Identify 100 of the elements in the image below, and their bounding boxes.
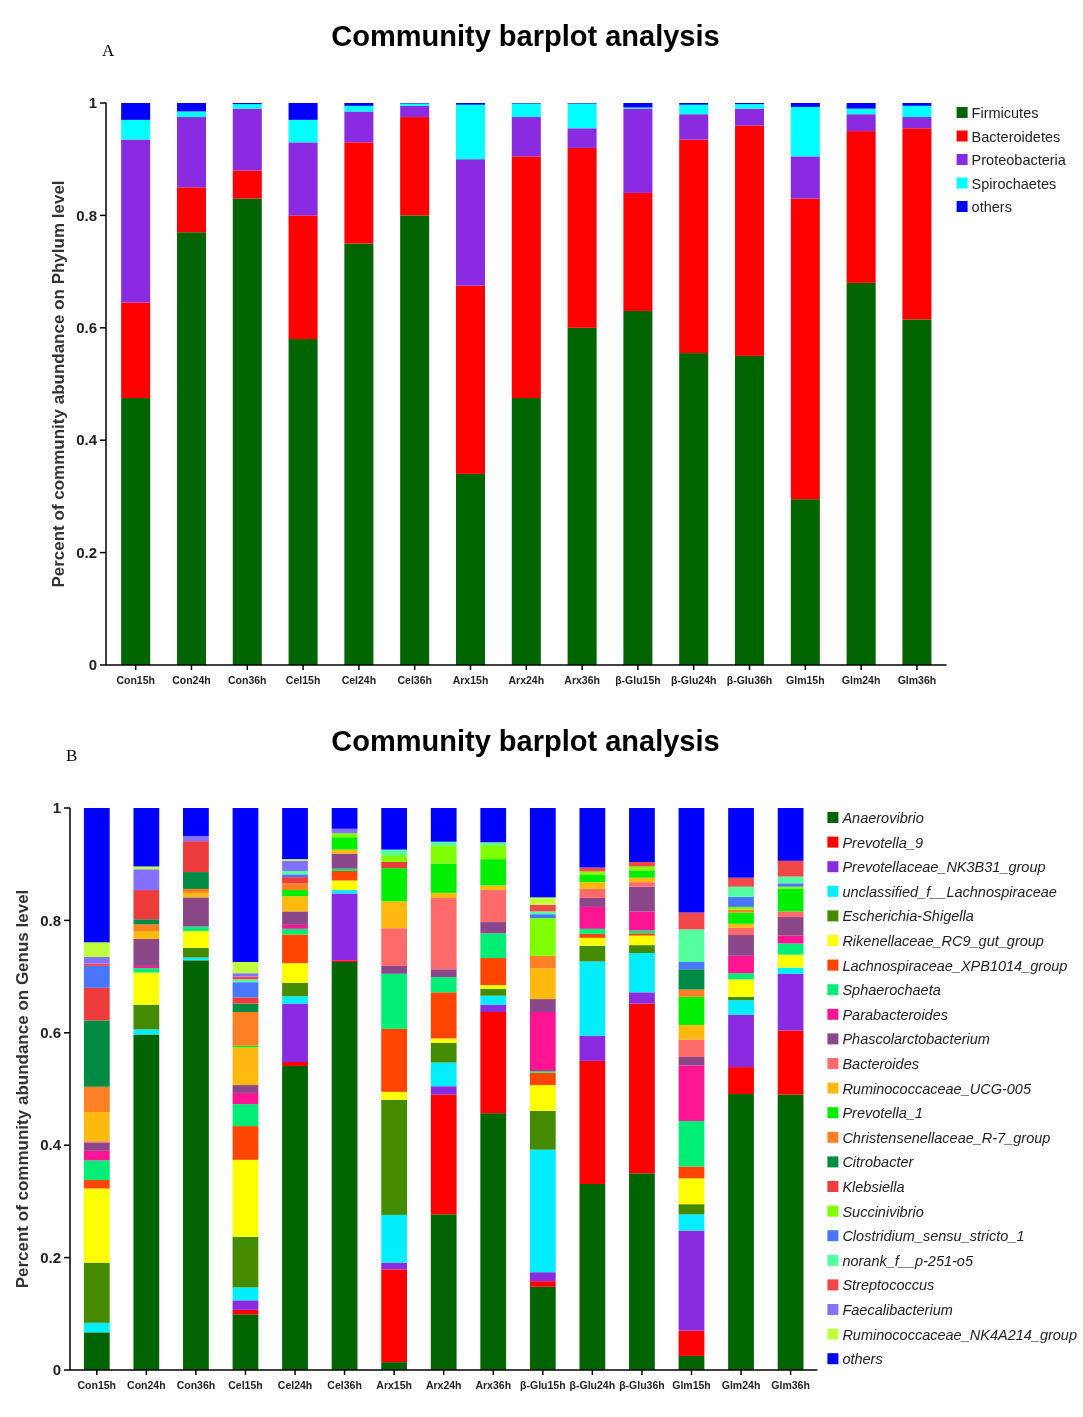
bar	[176, 103, 206, 112]
bar	[232, 997, 259, 1004]
bar	[400, 215, 430, 665]
legend-label: Phascolarctobacterium	[842, 1031, 990, 1048]
bar	[629, 953, 655, 993]
bar	[480, 845, 507, 860]
legend-label: Lachnospiraceae_XPB1014_group	[842, 957, 1068, 974]
bar	[629, 911, 655, 931]
x-tick-label: Cel15h	[228, 1379, 263, 1391]
y-tick-label: 0.2	[40, 1248, 61, 1266]
x-tick-label: Con36h	[176, 1379, 216, 1391]
bar	[735, 125, 765, 356]
y-axis-title: Percent of community abundance on Genus level	[13, 889, 32, 1289]
bar	[529, 1110, 556, 1150]
x-tick-label: Cel15h	[285, 674, 321, 686]
bar	[777, 1094, 804, 1370]
legend-label: Christensenellaceae_R-7_group	[842, 1129, 1051, 1146]
bar	[679, 114, 709, 140]
bar	[133, 1034, 160, 1370]
bar	[678, 1355, 705, 1370]
bar	[728, 877, 754, 887]
bar	[567, 327, 597, 665]
bar	[529, 968, 556, 1000]
bar	[282, 874, 308, 878]
bar	[232, 1126, 259, 1160]
legend-label: Streptococcus	[842, 1277, 935, 1294]
legend-label: Parabacteroides	[842, 1006, 948, 1023]
bar	[288, 119, 318, 143]
legend-label: Ruminococcaceae_UCG-005	[842, 1080, 1032, 1097]
legend-label: Bacteroides	[842, 1056, 919, 1073]
x-tick-label: β-Glu15h	[520, 1379, 566, 1391]
bar	[430, 863, 457, 893]
bar	[381, 1028, 408, 1092]
bar	[430, 1042, 457, 1063]
x-tick-label: Cel36h	[327, 1379, 362, 1391]
bar	[176, 187, 206, 233]
bar	[282, 934, 308, 964]
bar	[678, 1178, 705, 1205]
bar	[83, 942, 110, 957]
bar	[288, 142, 318, 216]
text: B	[66, 746, 78, 765]
legend-label: Firmicutes	[971, 105, 1039, 122]
bar	[678, 1065, 705, 1122]
bar	[678, 1024, 705, 1040]
bar	[728, 935, 754, 956]
bar	[579, 1035, 606, 1061]
bar	[777, 917, 804, 936]
bar	[529, 1012, 556, 1072]
bar	[529, 914, 556, 919]
x-tick-label: β-Glu36h	[726, 674, 773, 686]
bar	[430, 977, 457, 993]
bar	[232, 1314, 259, 1370]
bar	[430, 1086, 457, 1095]
bar	[282, 883, 308, 891]
x-tick-label: Cel36h	[397, 674, 432, 686]
legend-label: Spirochaetes	[971, 175, 1057, 192]
bar	[455, 159, 486, 286]
bar	[480, 958, 507, 986]
bar	[381, 1099, 408, 1215]
bar	[133, 808, 160, 867]
x-tick-label: Con15h	[77, 1379, 117, 1391]
bar	[846, 103, 876, 109]
bar	[331, 808, 358, 829]
bar	[381, 1214, 408, 1263]
bar	[529, 918, 556, 956]
bar	[430, 808, 457, 842]
bar	[83, 1112, 110, 1142]
bar	[480, 808, 507, 843]
bar	[121, 398, 151, 665]
bar	[282, 1062, 308, 1066]
bar	[623, 310, 653, 665]
bar	[902, 117, 932, 129]
bar	[183, 892, 209, 898]
x-tick-label: Arx15h	[452, 674, 489, 686]
bar	[679, 139, 709, 354]
bar	[529, 955, 556, 969]
bar	[83, 1150, 110, 1161]
bar	[282, 924, 308, 929]
bar	[579, 1183, 606, 1370]
bar	[232, 1300, 259, 1310]
bar	[678, 1230, 705, 1331]
bar	[83, 1188, 110, 1263]
bar	[790, 103, 820, 107]
bar	[183, 808, 209, 837]
x-tick-label: Cel24h	[341, 674, 377, 686]
bar	[430, 969, 457, 978]
bar	[183, 836, 209, 842]
bar	[83, 956, 110, 964]
y-tick-label: 0	[88, 656, 97, 674]
bar	[121, 139, 151, 303]
bar	[288, 215, 318, 340]
bar	[430, 897, 457, 970]
bar	[282, 877, 308, 884]
bar	[678, 1214, 705, 1231]
bar	[430, 992, 457, 1039]
x-tick-label: Con15h	[116, 674, 155, 686]
bar	[480, 1113, 507, 1370]
bar	[232, 108, 262, 171]
bar	[629, 870, 655, 878]
bar	[728, 923, 754, 928]
